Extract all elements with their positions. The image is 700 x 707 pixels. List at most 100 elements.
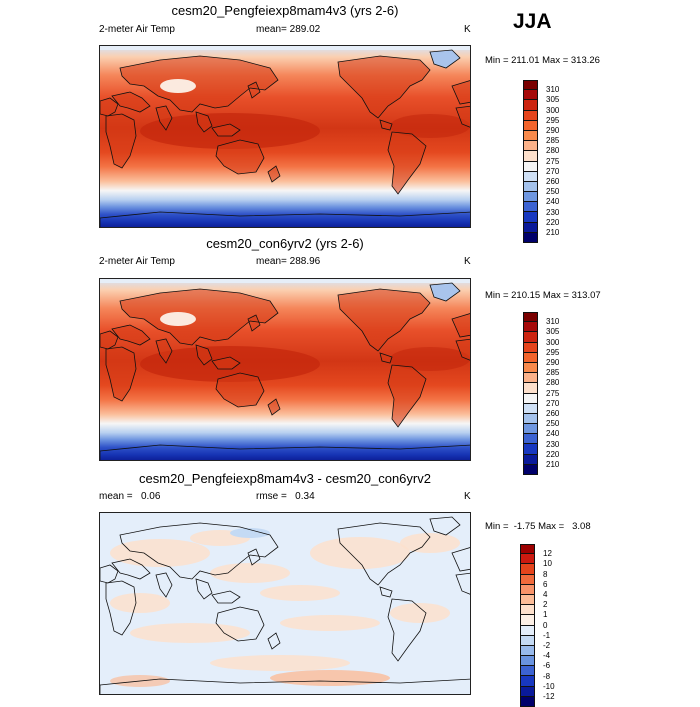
colorbar-swatch (523, 222, 538, 233)
coastline (379, 352, 393, 364)
coastline (111, 558, 151, 580)
colorbar-swatch (523, 80, 538, 91)
coastline (429, 516, 461, 536)
colorbar-swatch (523, 100, 538, 111)
coastline (455, 105, 470, 128)
panel-3-units: K (464, 491, 471, 502)
coastline (451, 547, 470, 572)
colorbar-swatch (523, 393, 538, 404)
panel-1-title: cesm20_Pengfeiexp8mam4v3 (yrs 2-6) (171, 3, 399, 18)
coastline (111, 324, 151, 346)
panel-1-units: K (464, 24, 471, 35)
coastline (337, 55, 431, 119)
colorbar-tick-label: 290 (546, 126, 560, 135)
colorbar-tick-label: 300 (546, 337, 560, 347)
colorbar-tick-label: 240 (546, 197, 560, 207)
coastline (387, 131, 427, 195)
coastline (387, 364, 427, 428)
coastline (387, 598, 427, 662)
panel-1-temperature-map (99, 45, 471, 228)
colorbar-swatch (520, 554, 535, 565)
coastline (105, 580, 137, 636)
colorbar-tick-label: 260 (546, 409, 560, 418)
coastline (429, 49, 461, 69)
panel-1-variable-label: 2-meter Air Temp (99, 24, 175, 35)
colorbar-tick-label: 275 (546, 156, 560, 166)
colorbar-tick-label: 240 (546, 429, 560, 439)
colorbar-swatch (523, 454, 538, 465)
colorbar-tick-label: -10 (543, 681, 555, 691)
colorbar-swatch (523, 192, 538, 203)
panel-3-title: cesm20_Pengfeiexp8mam4v3 - cesm20_con6yr… (139, 471, 431, 486)
colorbar-tick-label: 0 (543, 620, 548, 630)
coastline (215, 139, 265, 175)
colorbar-tick-label: 220 (546, 449, 560, 459)
colorbar-tick-label: 270 (546, 166, 560, 176)
coastline (100, 330, 119, 350)
colorbar-tick-label: -4 (543, 651, 551, 661)
colorbar-tick-label: 8 (543, 569, 548, 579)
colorbar-swatch (520, 635, 535, 646)
colorbar-swatch (523, 232, 538, 243)
coastline (100, 211, 470, 227)
colorbar-tick-label: 10 (543, 559, 552, 569)
colorbar-tick-label: 4 (543, 590, 548, 599)
colorbar-tick-label: 210 (546, 460, 560, 469)
coastline (215, 372, 265, 408)
coastline (100, 678, 470, 694)
coastline (211, 590, 241, 604)
coastline (337, 288, 431, 352)
colorbar-tick-label: 285 (546, 368, 560, 378)
coastline (155, 105, 173, 131)
coastline (429, 282, 461, 302)
colorbar-swatch (520, 676, 535, 687)
coastline (119, 55, 279, 113)
colorbar-tick-label: 310 (546, 85, 560, 95)
coastline (195, 344, 213, 366)
coastline (100, 97, 119, 117)
coastline (267, 165, 281, 183)
colorbar-tick-label: 295 (546, 115, 560, 125)
panel-2-units: K (464, 256, 471, 267)
coastline (267, 632, 281, 650)
colorbar-tick-label: 305 (546, 95, 560, 105)
colorbar-tick-label: 12 (543, 549, 552, 559)
colorbar-swatch (523, 362, 538, 374)
coastline (100, 564, 119, 584)
coastline (455, 338, 470, 361)
colorbar-swatch (523, 444, 538, 455)
coastline (195, 111, 213, 133)
colorbar-swatch (523, 212, 538, 223)
colorbar-tick-label: 230 (546, 439, 560, 449)
colorbar-tick-label: 305 (546, 327, 560, 337)
panel-2-colorbar (523, 312, 538, 475)
colorbar-swatch (523, 383, 538, 394)
colorbar-tick-label: 295 (546, 347, 560, 357)
panel-1-min-max: Min = 211.01 Max = 313.26 (485, 55, 600, 66)
colorbar-swatch (523, 332, 538, 343)
coastline (267, 398, 281, 416)
coastline (105, 113, 137, 169)
panel-1-mean-label: mean= 289.02 (256, 24, 321, 35)
colorbar-swatch (523, 434, 538, 445)
colorbar-swatch (523, 90, 538, 101)
colorbar-tick-label: 290 (546, 358, 560, 367)
coastline (455, 572, 470, 595)
season-label: JJA (513, 10, 552, 33)
colorbar-swatch (520, 564, 535, 575)
colorbar-swatch (520, 696, 535, 707)
colorbar-swatch (523, 373, 538, 384)
colorbar-tick-label: 210 (546, 228, 560, 237)
colorbar-swatch (523, 161, 538, 172)
colorbar-swatch (523, 171, 538, 182)
colorbar-swatch (523, 312, 538, 323)
colorbar-swatch (520, 574, 535, 585)
colorbar-tick-label: -2 (543, 641, 551, 650)
map-canvas (100, 513, 470, 694)
coastline (451, 313, 470, 338)
colorbar-tick-label: -6 (543, 661, 551, 671)
colorbar-swatch (523, 120, 538, 131)
colorbar-tick-label: 280 (546, 146, 560, 156)
colorbar-swatch (523, 141, 538, 152)
colorbar-tick-label: 270 (546, 398, 560, 408)
